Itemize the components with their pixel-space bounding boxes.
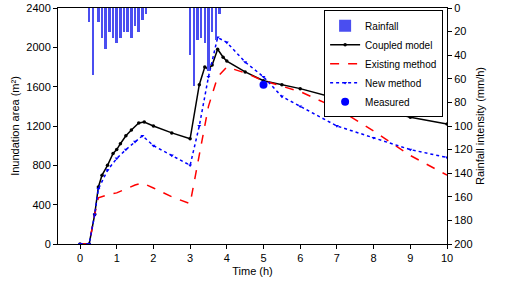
svg-text:60: 60 (454, 73, 466, 85)
svg-text:2400: 2400 (26, 2, 50, 14)
svg-text:100: 100 (454, 120, 472, 132)
svg-text:140: 140 (454, 167, 472, 179)
svg-text:0: 0 (77, 252, 83, 264)
svg-text:80: 80 (454, 96, 466, 108)
svg-text:2000: 2000 (26, 41, 50, 53)
svg-text:Inundation area (m²): Inundation area (m²) (9, 76, 21, 176)
svg-text:0: 0 (45, 238, 51, 250)
svg-text:Rainfall intensity (mm/h): Rainfall intensity (mm/h) (474, 67, 486, 185)
svg-text:200: 200 (454, 238, 472, 250)
svg-text:Coupled model: Coupled model (365, 40, 432, 51)
svg-text:800: 800 (32, 159, 50, 171)
svg-text:Existing method: Existing method (365, 59, 436, 70)
svg-text:40: 40 (454, 49, 466, 61)
svg-text:Time (h): Time (h) (232, 265, 273, 277)
svg-text:Rainfall: Rainfall (365, 21, 398, 32)
svg-text:0: 0 (454, 2, 460, 14)
svg-text:2: 2 (150, 252, 156, 264)
svg-text:160: 160 (454, 191, 472, 203)
svg-text:400: 400 (32, 199, 50, 211)
svg-text:4: 4 (224, 252, 230, 264)
svg-text:5: 5 (260, 252, 266, 264)
svg-text:1600: 1600 (26, 81, 50, 93)
svg-text:New method: New method (365, 78, 421, 89)
svg-text:7: 7 (334, 252, 340, 264)
svg-text:1200: 1200 (26, 120, 50, 132)
svg-text:20: 20 (454, 25, 466, 37)
svg-text:6: 6 (297, 252, 303, 264)
svg-text:120: 120 (454, 143, 472, 155)
svg-text:Measured: Measured (365, 97, 409, 108)
svg-text:9: 9 (407, 252, 413, 264)
svg-text:10: 10 (441, 252, 453, 264)
svg-text:1: 1 (114, 252, 120, 264)
svg-text:3: 3 (187, 252, 193, 264)
svg-text:8: 8 (371, 252, 377, 264)
svg-text:180: 180 (454, 214, 472, 226)
